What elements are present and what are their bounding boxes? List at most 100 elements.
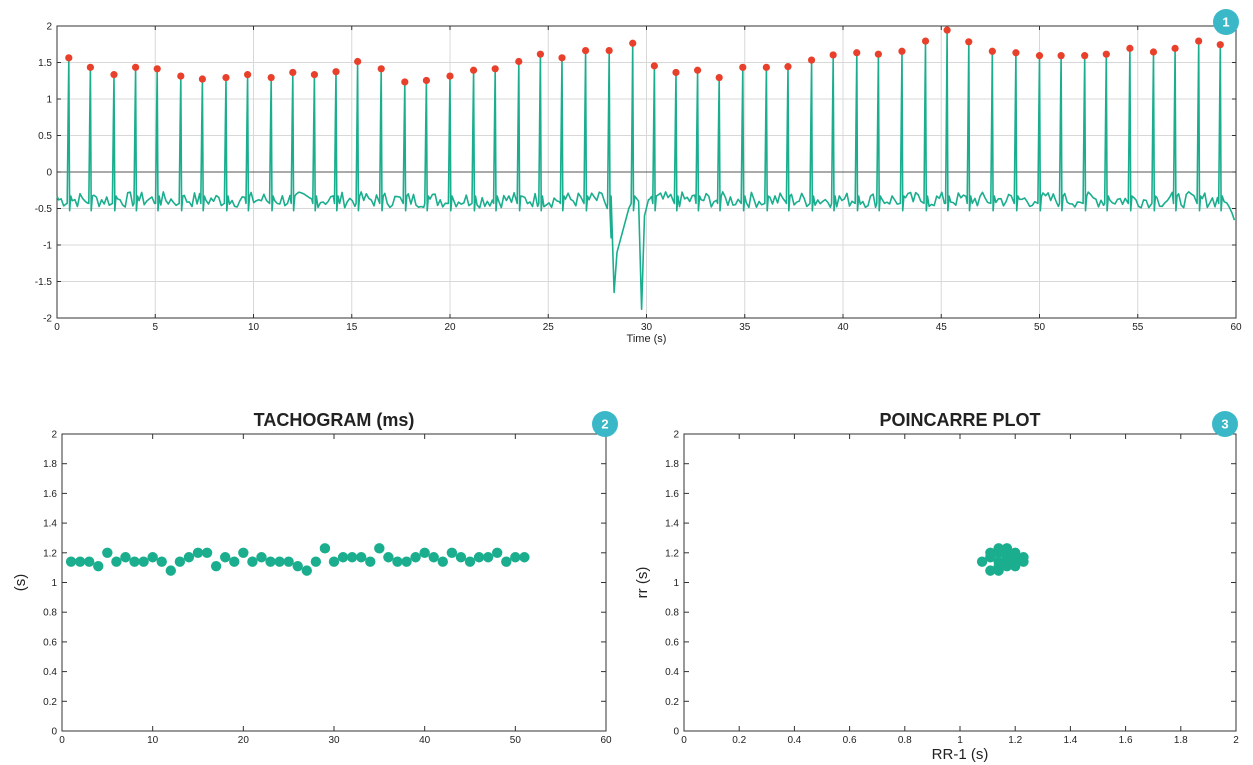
scatter-point [401,556,412,567]
x-tick-label: 30 [328,735,340,746]
y-tick-label: 0.4 [665,667,679,678]
scatter-point [292,560,303,572]
scatter-point [274,556,285,567]
scatter-point [501,556,512,567]
scatter-point [210,560,222,572]
panel-badge-circle [1213,9,1239,35]
chart-title: POINCARRE PLOT [879,410,1040,430]
r-peak-marker [153,65,161,73]
chart-title: TACHOGRAM (ms) [254,410,415,430]
panel-badge-number: 1 [1222,15,1229,30]
x-tick-label: 1 [957,735,963,746]
y-tick-label: 0 [51,727,57,738]
y-axis-label: (s) [12,574,29,592]
y-tick-label: 0.2 [665,697,679,708]
plot-frame [683,433,1237,732]
y-tick-label: 1.4 [665,519,679,530]
r-peak-marker [310,71,319,79]
r-peak-marker [222,73,230,82]
scatter-point [337,552,349,563]
scatter-point [993,556,1004,567]
scatter-point [1010,547,1021,558]
y-tick-label: 1.5 [38,58,52,69]
y-tick-label: 2 [51,430,57,441]
x-tick-label: 50 [510,735,522,746]
scatter-point [310,556,322,567]
y-tick-label: 0.5 [38,131,52,142]
scatter-point [428,552,439,563]
scatter-point [220,552,231,563]
y-tick-label: 0.6 [665,637,679,648]
r-peak-marker [491,65,499,73]
r-peak-marker [244,71,252,79]
r-peak-marker [1057,52,1065,60]
r-peak-marker [354,57,362,66]
scatter-point [93,560,104,572]
r-peak-marker [177,72,185,80]
r-peak-marker [132,63,140,71]
r-peak-marker [1102,50,1110,58]
y-tick-label: 0 [46,168,52,179]
r-peak-marker [65,54,73,62]
r-peak-marker [558,54,566,62]
r-peak-marker [1171,44,1179,52]
scatter-point [256,552,267,563]
y-tick-label: 1 [51,578,57,589]
scatter-point [147,552,158,563]
y-tick-label: 0.4 [43,667,57,678]
y-tick-label: -1 [43,241,52,252]
y-tick-label: 0 [673,727,679,738]
scatter-point [492,547,503,558]
x-tick-label: 1.8 [1174,735,1188,746]
y-tick-label: 1 [46,95,52,106]
r-peak-marker [921,37,930,45]
scatter-point [1018,552,1029,563]
r-peak-marker [1035,52,1044,60]
y-tick-label: -2 [43,314,52,325]
scatter-point [383,552,394,563]
x-tick-label: 60 [1230,322,1242,333]
scatter-point [993,543,1004,554]
r-peak-marker [1149,48,1158,56]
r-peak-marker [829,51,837,59]
scatter-point [437,556,448,567]
poincare-plot: 0 0.2 0.4 0.6 0.8 1 1.2 1.4 1.6 1.8 2 0 0.2 0.4 0.6 0.8… [634,410,1239,763]
y-tick-label: 1.8 [43,459,57,470]
r-peak-marker [672,68,680,77]
r-peak-marker [267,73,275,82]
scatter-point [473,552,485,563]
scatter-point [165,565,176,576]
y-tick-label: 1.2 [665,548,679,559]
y-axis-label: rr (s) [634,567,651,599]
x-tick-label: 2 [1233,735,1239,746]
r-peak-marker [377,65,385,73]
scatter-point [1001,560,1013,572]
scatter-point [519,552,530,563]
x-tick-label: 0 [54,322,60,333]
r-peak-marker [715,73,723,82]
scatter-point [482,552,494,563]
x-tick-label: 0 [59,735,65,746]
r-peak-marker [198,75,207,83]
x-tick-label: 55 [1132,322,1144,333]
scatter-point [1001,543,1013,554]
scatter-point [464,556,476,567]
scatter-point [174,556,186,567]
ecg-signal-plot: 0 5 10 15 20 25 30 35 40 45 50 55 60 -2 -1.5 -1 -0.5 0 0.5… [35,22,1242,346]
x-tick-label: 5 [152,322,158,333]
scatter-point [111,556,122,567]
scatter-point [319,543,331,554]
scatter-point [455,552,467,563]
scatter-point [446,547,458,558]
scatter-point [510,552,521,563]
x-tick-label: 1.4 [1063,735,1077,746]
r-peak-marker [629,39,637,47]
r-peak-marker [1216,41,1224,49]
y-tick-label: 0.8 [43,608,57,619]
r-peak-marker [739,63,747,71]
scatter-point [238,547,249,558]
x-tick-label: 40 [837,322,849,333]
scatter-point [374,543,385,554]
scatter-point [84,556,95,567]
